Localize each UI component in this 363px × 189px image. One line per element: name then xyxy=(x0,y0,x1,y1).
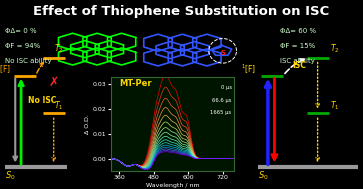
Text: $T_1$: $T_1$ xyxy=(54,100,63,112)
Text: ISC ability: ISC ability xyxy=(280,58,314,64)
Text: ΦF = 15%: ΦF = 15% xyxy=(280,43,315,49)
X-axis label: Wavelength / nm: Wavelength / nm xyxy=(146,183,199,188)
Text: ISC: ISC xyxy=(293,61,306,70)
Text: No ISC ability: No ISC ability xyxy=(5,58,52,64)
Text: $T_1$: $T_1$ xyxy=(330,100,339,112)
Text: $T_2$: $T_2$ xyxy=(54,43,63,55)
Text: 0 μs: 0 μs xyxy=(221,85,232,90)
Text: Effect of Thiophene Substitution on ISC: Effect of Thiophene Substitution on ISC xyxy=(33,5,330,18)
Text: ΦΔ= 0 %: ΦΔ= 0 % xyxy=(5,28,37,34)
Text: $T_2$: $T_2$ xyxy=(330,43,339,55)
Text: No ISC: No ISC xyxy=(28,96,56,105)
Text: $^1$[F]: $^1$[F] xyxy=(0,62,12,76)
Text: $S_0$: $S_0$ xyxy=(258,169,268,182)
Text: ✗: ✗ xyxy=(49,76,59,89)
Text: 1665 μs: 1665 μs xyxy=(211,110,232,115)
Text: ΦF = 94%: ΦF = 94% xyxy=(5,43,41,49)
Text: ΦΔ= 60 %: ΦΔ= 60 % xyxy=(280,28,316,34)
Text: MT-Per: MT-Per xyxy=(119,79,152,88)
Text: 66.6 μs: 66.6 μs xyxy=(212,98,232,103)
Text: $S_0$: $S_0$ xyxy=(5,169,16,182)
Text: $^1$[F]: $^1$[F] xyxy=(241,62,256,76)
Text: S: S xyxy=(221,50,226,56)
Y-axis label: Δ O.D.: Δ O.D. xyxy=(85,114,90,134)
